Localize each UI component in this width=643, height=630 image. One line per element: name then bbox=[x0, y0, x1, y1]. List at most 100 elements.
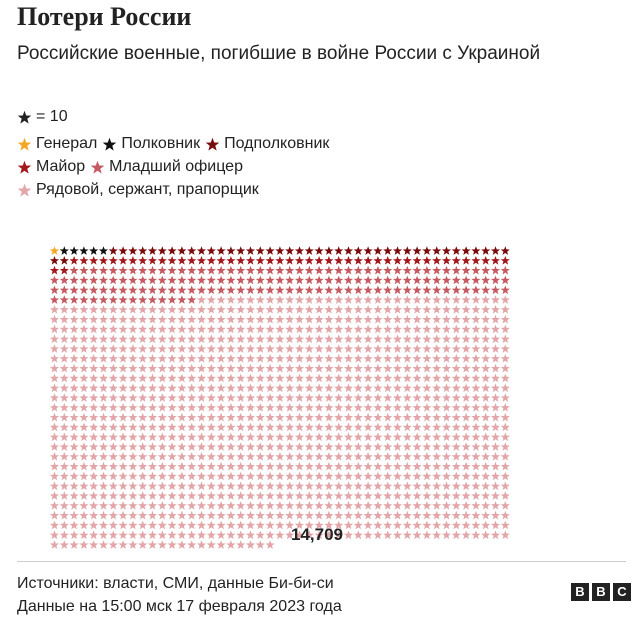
star-unit bbox=[89, 422, 99, 432]
star-unit bbox=[392, 256, 403, 265]
star-unit bbox=[402, 510, 412, 520]
star-unit bbox=[441, 520, 452, 530]
star-unit bbox=[314, 285, 324, 295]
star-unit bbox=[294, 334, 305, 344]
star-unit bbox=[226, 324, 236, 334]
star-unit bbox=[471, 363, 481, 373]
legend-label: Генерал bbox=[36, 135, 98, 152]
star-unit bbox=[343, 501, 354, 510]
star-unit bbox=[324, 305, 334, 314]
star-unit bbox=[422, 285, 432, 295]
star-unit bbox=[422, 422, 432, 432]
star-unit bbox=[177, 501, 187, 510]
star-unit bbox=[412, 491, 422, 500]
star-unit bbox=[343, 403, 354, 412]
star-unit bbox=[245, 540, 256, 549]
star-unit bbox=[294, 432, 305, 442]
star-unit bbox=[334, 403, 344, 412]
star-unit bbox=[196, 540, 207, 549]
star-unit bbox=[89, 461, 99, 471]
star-unit bbox=[481, 432, 491, 442]
star-unit bbox=[236, 383, 246, 393]
star-unit bbox=[187, 471, 197, 481]
star-unit bbox=[451, 334, 461, 344]
legend-label: Младший офицер bbox=[109, 158, 243, 175]
star-unit bbox=[128, 471, 138, 481]
star-unit bbox=[343, 412, 354, 422]
star-unit bbox=[196, 432, 207, 442]
star-unit bbox=[108, 344, 118, 353]
star-unit bbox=[353, 373, 363, 383]
star-unit bbox=[363, 520, 373, 530]
star-unit bbox=[441, 422, 452, 432]
star-unit bbox=[108, 461, 118, 471]
star-unit bbox=[441, 403, 452, 412]
star-unit bbox=[196, 403, 207, 412]
star-unit bbox=[490, 305, 501, 314]
star-unit bbox=[294, 481, 305, 491]
star-unit bbox=[461, 246, 471, 255]
star-unit bbox=[412, 471, 422, 481]
star-unit bbox=[177, 520, 187, 530]
star-unit bbox=[196, 314, 207, 324]
star-unit bbox=[216, 432, 226, 442]
star-unit bbox=[402, 412, 412, 422]
star-unit bbox=[422, 265, 432, 275]
star-unit bbox=[216, 256, 226, 265]
star-unit bbox=[167, 461, 177, 471]
star-unit bbox=[392, 265, 403, 275]
star-unit bbox=[59, 324, 69, 334]
star-unit bbox=[157, 305, 167, 314]
star-unit bbox=[245, 305, 256, 314]
star-unit bbox=[275, 246, 285, 255]
star-unit bbox=[304, 461, 314, 471]
star-unit bbox=[226, 275, 236, 285]
star-unit bbox=[275, 275, 285, 285]
star-unit bbox=[206, 344, 216, 353]
star-unit bbox=[206, 403, 216, 412]
star-unit bbox=[441, 344, 452, 353]
star-unit bbox=[383, 344, 393, 353]
star-unit bbox=[363, 256, 373, 265]
star-unit bbox=[177, 275, 187, 285]
star-unit bbox=[392, 461, 403, 471]
star-unit bbox=[157, 452, 167, 461]
star-unit bbox=[324, 265, 334, 275]
star-unit bbox=[392, 305, 403, 314]
star-unit bbox=[314, 442, 324, 451]
star-unit bbox=[187, 285, 197, 295]
star-unit bbox=[79, 363, 89, 373]
star-unit bbox=[245, 422, 256, 432]
star-unit bbox=[265, 452, 275, 461]
star-unit bbox=[304, 256, 314, 265]
star-unit bbox=[147, 491, 158, 500]
star-unit bbox=[275, 461, 285, 471]
star-unit bbox=[206, 275, 216, 285]
star-unit bbox=[69, 403, 79, 412]
star-unit bbox=[167, 530, 177, 540]
star-unit bbox=[59, 265, 69, 275]
star-unit bbox=[177, 422, 187, 432]
star-unit bbox=[481, 314, 491, 324]
star-unit bbox=[108, 275, 118, 285]
star-unit bbox=[59, 314, 69, 324]
star-unit bbox=[147, 256, 158, 265]
star-unit bbox=[373, 403, 383, 412]
star-unit bbox=[49, 481, 60, 491]
star-unit bbox=[49, 491, 60, 500]
star-unit bbox=[157, 412, 167, 422]
star-unit bbox=[177, 354, 187, 363]
star-unit bbox=[402, 491, 412, 500]
star-unit bbox=[422, 412, 432, 422]
star-unit bbox=[432, 432, 442, 442]
star-unit bbox=[490, 314, 501, 324]
star-unit bbox=[481, 275, 491, 285]
star-unit bbox=[98, 305, 109, 314]
star-unit bbox=[108, 285, 118, 295]
star-unit bbox=[108, 452, 118, 461]
star-unit bbox=[481, 530, 491, 540]
star-unit bbox=[481, 471, 491, 481]
star-unit bbox=[89, 373, 99, 383]
star-unit bbox=[324, 403, 334, 412]
star-unit bbox=[138, 383, 148, 393]
